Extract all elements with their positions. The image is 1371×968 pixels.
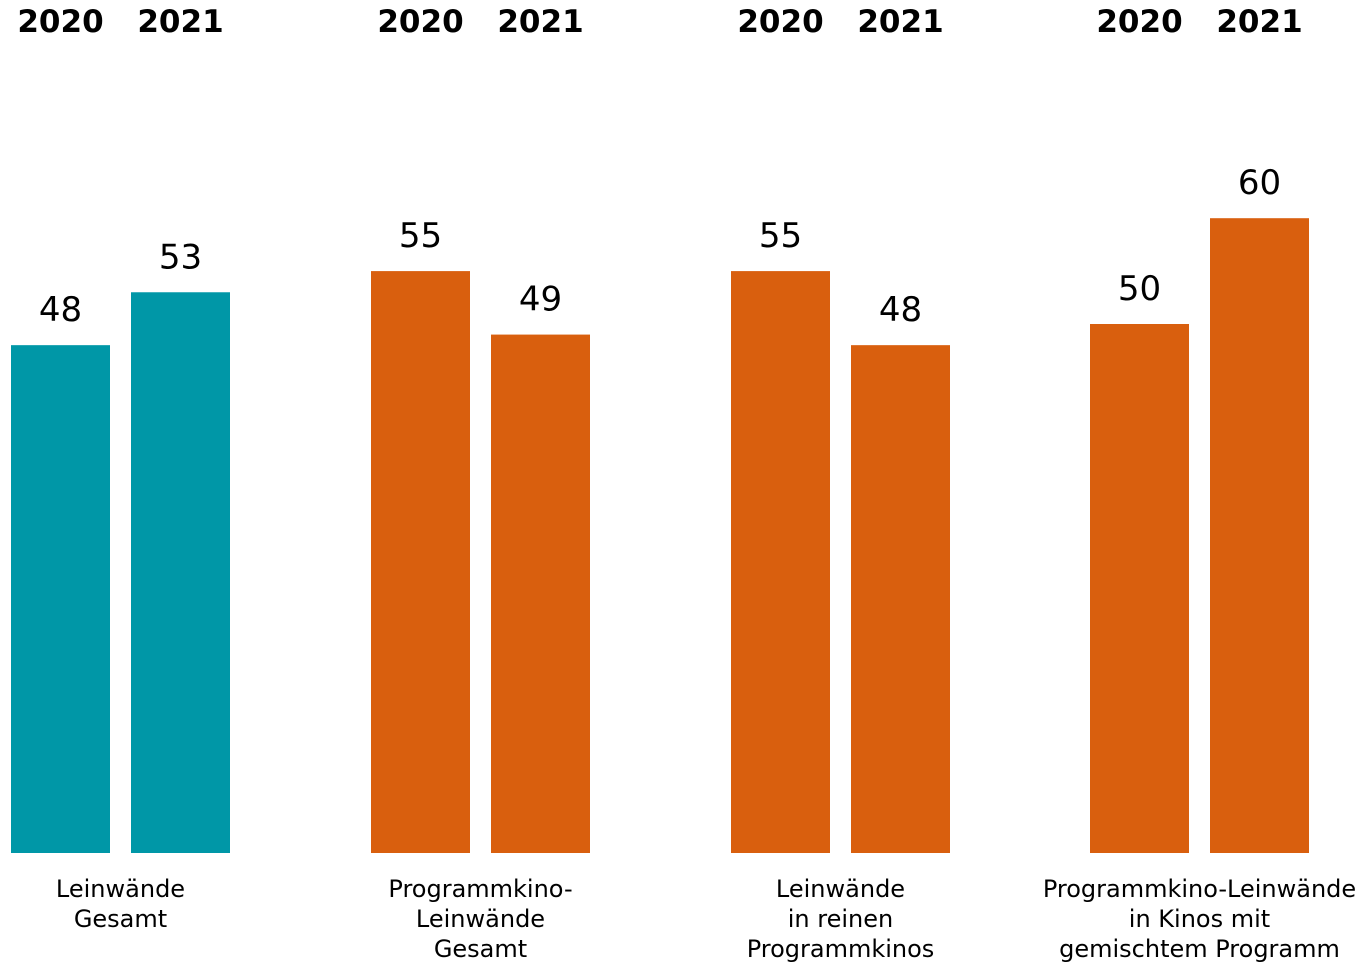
bar bbox=[851, 345, 950, 853]
value-label: 49 bbox=[519, 280, 562, 320]
bar-group: 2020 55 2021 49 Programmkino-Leinwände Gesamt bbox=[371, 4, 590, 963]
value-label: 55 bbox=[759, 216, 802, 256]
year-label: 2021 bbox=[137, 4, 223, 40]
value-label: 50 bbox=[1118, 269, 1161, 309]
bar-group: 2020 50 2021 60 Programmkino-Leinwände in Kin… bbox=[1043, 4, 1356, 963]
bar bbox=[1090, 324, 1189, 853]
value-label: 55 bbox=[399, 216, 442, 256]
year-label: 2021 bbox=[497, 4, 583, 40]
category-label-line: in Kinos mit bbox=[1129, 905, 1270, 933]
bar bbox=[11, 345, 110, 853]
value-label: 53 bbox=[159, 237, 202, 277]
category-label-line: Leinwände bbox=[416, 905, 545, 933]
bar bbox=[1210, 218, 1309, 853]
year-label: 2020 bbox=[17, 4, 103, 40]
category-label-line: gemischtem Programm bbox=[1059, 935, 1340, 963]
bar bbox=[731, 271, 830, 854]
year-label: 2021 bbox=[1216, 4, 1302, 40]
year-label: 2020 bbox=[377, 4, 463, 40]
category-label-line: Programmkino- bbox=[388, 875, 572, 903]
category-label: Leinwände Gesamt bbox=[56, 875, 185, 933]
category-label-line: Gesamt bbox=[434, 935, 527, 963]
category-label: Programmkino-Leinwände Gesamt bbox=[388, 875, 572, 963]
category-label: Programmkino-Leinwände in Kinos mit gemisc… bbox=[1043, 875, 1356, 963]
year-label: 2021 bbox=[857, 4, 943, 40]
category-label-line: Programmkinos bbox=[747, 935, 935, 963]
category-label-line: Leinwände bbox=[776, 875, 905, 903]
bar bbox=[131, 292, 230, 853]
year-label: 2020 bbox=[1096, 4, 1182, 40]
category-label: Leinwände in reinen Programmkinos bbox=[747, 875, 935, 963]
category-label-line: in reinen bbox=[788, 905, 893, 933]
category-label-line: Programmkino-Leinwände bbox=[1043, 875, 1356, 903]
bar bbox=[371, 271, 470, 854]
category-label-line: Leinwände bbox=[56, 875, 185, 903]
value-label: 48 bbox=[879, 290, 922, 330]
value-label: 60 bbox=[1238, 163, 1281, 203]
bar-group: 2020 55 2021 48 Leinwände in reinen Programmki… bbox=[731, 4, 950, 963]
bar-group: 2020 48 2021 53 Leinwände Gesamt bbox=[11, 4, 230, 933]
value-label: 48 bbox=[39, 290, 82, 330]
category-label-line: Gesamt bbox=[74, 905, 167, 933]
bar bbox=[491, 334, 590, 854]
year-label: 2020 bbox=[737, 4, 823, 40]
